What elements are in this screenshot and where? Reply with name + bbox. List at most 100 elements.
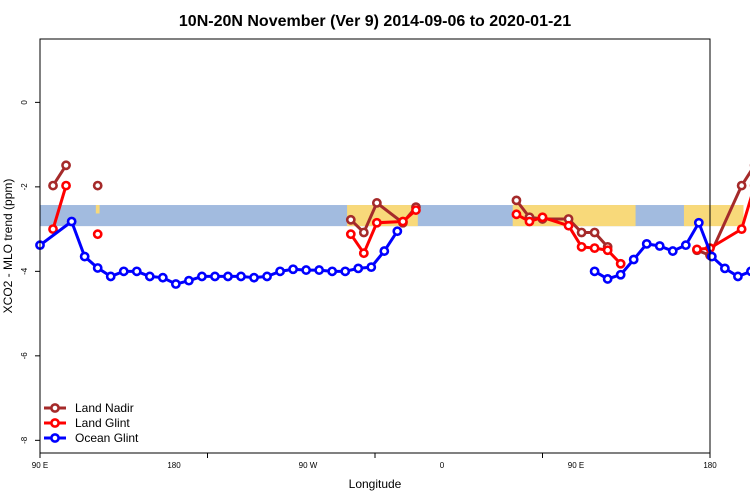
data-point <box>680 240 691 251</box>
data-point <box>589 266 600 277</box>
y-tick-label-1: -2 <box>20 183 29 191</box>
land-mass-0 <box>95 205 100 214</box>
data-point <box>589 227 600 238</box>
data-point <box>92 263 103 273</box>
legend-marker <box>50 433 60 443</box>
world-map-strip <box>40 205 744 227</box>
data-point <box>249 272 259 283</box>
x-axis-label: Longitude <box>349 477 402 491</box>
data-point <box>92 180 103 191</box>
data-point <box>366 262 377 273</box>
data-point <box>576 227 587 238</box>
data-point <box>736 180 747 191</box>
data-point <box>602 274 613 284</box>
y-tick-label-0: 0 <box>20 100 29 105</box>
data-point <box>654 241 665 251</box>
data-point <box>314 265 325 275</box>
series-line <box>593 221 750 281</box>
data-point <box>371 198 382 208</box>
data-point <box>746 266 750 277</box>
series-land-glint <box>48 180 750 269</box>
data-point <box>118 266 129 277</box>
data-point <box>170 279 181 289</box>
data-point <box>615 258 626 269</box>
data-point <box>105 271 116 282</box>
data-point <box>537 212 548 223</box>
data-point <box>358 248 369 259</box>
data-point <box>345 229 356 240</box>
y-tick-label-4: -8 <box>20 436 29 444</box>
data-point <box>706 251 717 262</box>
series-ocean-glint <box>35 216 750 289</box>
data-point <box>144 271 155 282</box>
data-point <box>411 205 421 215</box>
data-point <box>589 243 600 254</box>
data-point <box>736 224 747 235</box>
data-point <box>92 229 103 240</box>
data-series <box>35 160 750 289</box>
data-point <box>576 241 587 252</box>
y-axis-label: XCO2 - MLO trend (ppm) <box>1 179 15 314</box>
data-point <box>379 246 390 256</box>
data-point <box>667 246 678 256</box>
plot-frame <box>39 38 711 454</box>
legend-marker <box>50 418 60 428</box>
legend-marker <box>50 403 60 413</box>
legend-label: Land Nadir <box>75 401 134 415</box>
data-point <box>131 266 142 277</box>
data-point <box>398 216 408 227</box>
data-point <box>345 214 356 225</box>
data-point <box>223 271 233 282</box>
x-tick-label-2: 90 W <box>299 461 318 470</box>
data-point <box>48 224 58 235</box>
series-line <box>696 195 750 251</box>
x-tick-label-0: 90 E <box>32 461 48 470</box>
axes: 90 E 180 90 W 0 90 E 180 0 -2 -4 -6 -8 <box>20 100 717 470</box>
data-point <box>563 220 574 231</box>
data-point <box>692 244 702 255</box>
data-point <box>511 195 522 206</box>
data-point <box>236 271 246 282</box>
data-point <box>733 271 743 282</box>
y-tick-label-2: -4 <box>20 267 29 275</box>
data-point <box>602 245 613 256</box>
data-point <box>157 272 168 283</box>
data-point <box>340 266 351 277</box>
data-point <box>301 265 312 275</box>
x-tick-label-5: 180 <box>703 461 717 470</box>
data-point <box>275 266 285 277</box>
legend-label: Land Glint <box>75 416 130 430</box>
y-tick-label-3: -6 <box>20 352 29 360</box>
data-point <box>66 216 77 227</box>
data-point <box>197 271 207 282</box>
data-point <box>79 251 90 262</box>
data-point <box>61 180 71 191</box>
data-point <box>511 209 522 220</box>
data-point <box>61 160 71 171</box>
data-point <box>358 227 369 238</box>
series-line <box>51 185 68 230</box>
data-point <box>210 271 220 282</box>
data-point <box>615 269 626 280</box>
data-point <box>641 238 652 249</box>
x-tick-label-4: 90 E <box>568 461 584 470</box>
data-point <box>327 266 338 277</box>
data-point <box>288 264 299 275</box>
series-line <box>696 169 750 257</box>
x-tick-label-1: 180 <box>167 461 181 470</box>
land-mass-3 <box>683 205 744 227</box>
data-point <box>371 217 382 228</box>
chart-title: 10N-20N November (Ver 9) 2014-09-06 to 2… <box>179 13 571 30</box>
legend-label: Ocean Glint <box>75 431 139 445</box>
data-point <box>183 275 194 286</box>
data-point <box>524 216 535 227</box>
data-point <box>628 254 639 265</box>
data-point <box>48 180 58 191</box>
data-point <box>353 263 364 274</box>
x-tick-label-3: 0 <box>440 461 445 470</box>
data-point <box>719 263 730 274</box>
data-point <box>262 271 272 282</box>
data-point <box>392 226 403 237</box>
